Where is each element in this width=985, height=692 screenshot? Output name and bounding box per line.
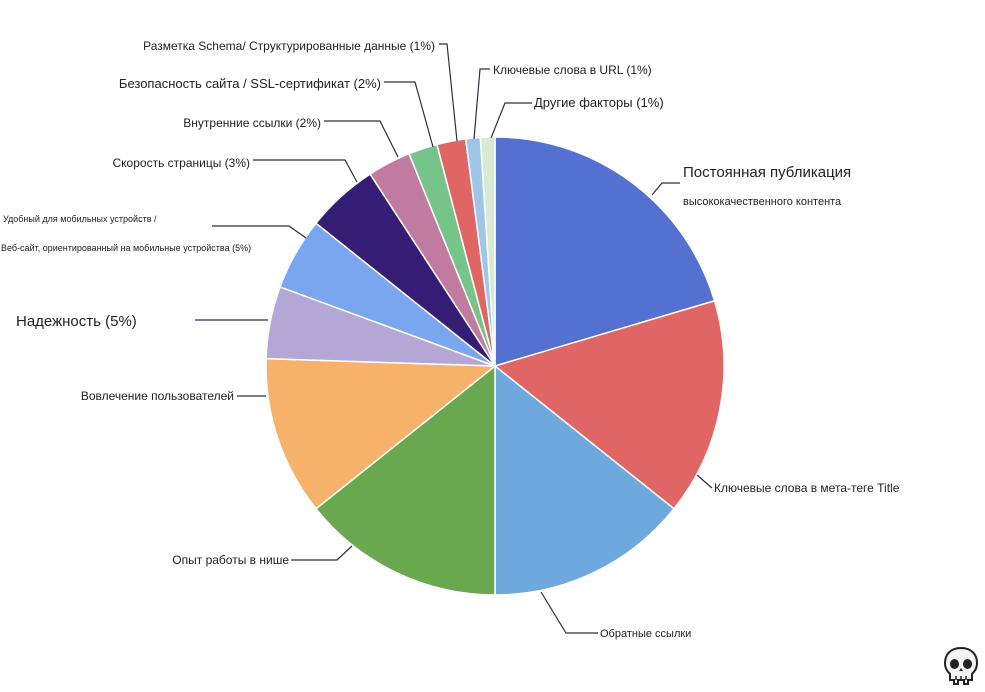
label-title-keywords: Ключевые слова в мета-теге Title bbox=[714, 481, 900, 495]
leader-line-content bbox=[651, 182, 680, 196]
leader-line-niche bbox=[291, 545, 353, 561]
pie-slice-title bbox=[493, 299, 725, 510]
label-consistent-publishing: Постоянная публикация bbox=[683, 164, 851, 181]
leader-line-internal bbox=[324, 120, 399, 158]
leader-line-ssl bbox=[384, 81, 434, 148]
pie-slice-content bbox=[494, 136, 716, 368]
leader-line-mobile bbox=[212, 225, 307, 239]
slice-labels: Постоянная публикация высококачественног… bbox=[1, 39, 900, 640]
label-internal-links: Внутренние ссылки (2%) bbox=[183, 116, 321, 130]
label-mobile-friendly-line2: Веб-сайт, ориентированный на мобильные у… bbox=[1, 243, 251, 253]
leader-line-speed bbox=[253, 159, 358, 183]
skull-icon bbox=[943, 646, 979, 685]
label-schema: Разметка Schema/ Структурированные данны… bbox=[143, 39, 435, 53]
label-url-keywords: Ключевые слова в URL (1%) bbox=[493, 63, 652, 77]
pie-slice-backlinks bbox=[494, 364, 676, 596]
pie-slice-other bbox=[479, 136, 496, 367]
leader-line-schema bbox=[439, 43, 458, 142]
label-consistent-publishing-line2: высококачественного контента bbox=[683, 196, 842, 208]
label-page-speed: Скорость страницы (3%) bbox=[113, 156, 251, 170]
label-user-engagement: Вовлечение пользователей bbox=[81, 389, 234, 403]
label-backlinks: Обратные ссылки bbox=[600, 628, 691, 640]
label-niche-expertise: Опыт работы в нише bbox=[172, 553, 289, 567]
label-mobile-friendly: Удобный для мобильных устройств / bbox=[3, 214, 157, 224]
leader-line-url bbox=[473, 68, 490, 140]
leader-line-title bbox=[696, 474, 713, 489]
pie-slices bbox=[265, 136, 725, 596]
leader-line-other bbox=[490, 102, 532, 139]
leader-lines bbox=[195, 43, 713, 634]
label-ssl: Безопасность сайта / SSL-сертификат (2%) bbox=[119, 76, 381, 91]
label-trustworthiness: Надежность (5%) bbox=[16, 313, 137, 330]
pie-slice-niche bbox=[314, 364, 496, 596]
pie-slice-engagement bbox=[265, 357, 498, 510]
label-other-factors: Другие факторы (1%) bbox=[534, 95, 664, 110]
leader-line-backlinks bbox=[540, 591, 598, 634]
